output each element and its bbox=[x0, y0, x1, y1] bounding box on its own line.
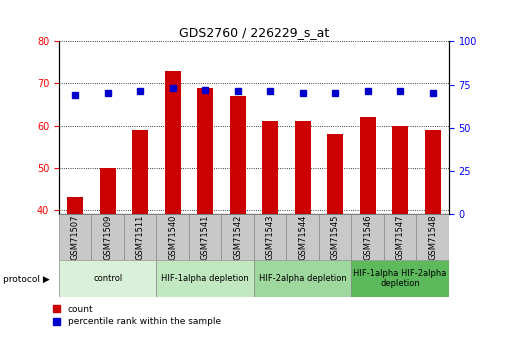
Text: GSM71546: GSM71546 bbox=[363, 215, 372, 260]
Bar bbox=[351, 214, 384, 260]
Bar bbox=[189, 214, 222, 260]
Bar bbox=[262, 121, 278, 214]
Bar bbox=[351, 260, 449, 297]
Text: GSM71541: GSM71541 bbox=[201, 215, 210, 260]
Text: GSM71507: GSM71507 bbox=[71, 215, 80, 260]
Bar bbox=[254, 260, 351, 297]
Text: GSM71542: GSM71542 bbox=[233, 215, 242, 260]
Bar bbox=[327, 134, 343, 214]
Bar bbox=[417, 214, 449, 260]
Text: GSM71543: GSM71543 bbox=[266, 215, 274, 260]
Bar bbox=[124, 214, 156, 260]
Bar bbox=[384, 214, 417, 260]
Bar bbox=[254, 214, 286, 260]
Text: HIF-1alpha depletion: HIF-1alpha depletion bbox=[161, 274, 249, 283]
Bar bbox=[294, 121, 311, 214]
Title: GDS2760 / 226229_s_at: GDS2760 / 226229_s_at bbox=[179, 26, 329, 39]
Bar bbox=[392, 126, 408, 214]
Bar bbox=[286, 214, 319, 260]
Bar bbox=[165, 71, 181, 214]
Bar bbox=[319, 214, 351, 260]
Bar bbox=[91, 214, 124, 260]
Bar bbox=[424, 130, 441, 214]
Text: control: control bbox=[93, 274, 123, 283]
Text: GSM71509: GSM71509 bbox=[103, 215, 112, 260]
Text: HIF-2alpha depletion: HIF-2alpha depletion bbox=[259, 274, 347, 283]
Bar bbox=[229, 96, 246, 214]
Bar bbox=[67, 197, 83, 214]
Bar bbox=[156, 260, 254, 297]
Text: GSM71540: GSM71540 bbox=[168, 215, 177, 260]
Text: GSM71545: GSM71545 bbox=[331, 215, 340, 260]
Bar bbox=[222, 214, 254, 260]
Text: GSM71511: GSM71511 bbox=[136, 215, 145, 260]
Text: HIF-1alpha HIF-2alpha
depletion: HIF-1alpha HIF-2alpha depletion bbox=[353, 269, 447, 288]
Bar bbox=[132, 130, 148, 214]
Text: protocol ▶: protocol ▶ bbox=[3, 275, 49, 284]
Bar bbox=[100, 168, 116, 214]
Bar bbox=[59, 260, 156, 297]
Text: GSM71548: GSM71548 bbox=[428, 215, 437, 260]
Bar bbox=[59, 214, 91, 260]
Text: GSM71544: GSM71544 bbox=[298, 215, 307, 260]
Bar bbox=[360, 117, 376, 214]
Bar bbox=[156, 214, 189, 260]
Text: GSM71547: GSM71547 bbox=[396, 215, 405, 260]
Bar bbox=[197, 88, 213, 214]
Legend: count, percentile rank within the sample: count, percentile rank within the sample bbox=[53, 305, 221, 326]
